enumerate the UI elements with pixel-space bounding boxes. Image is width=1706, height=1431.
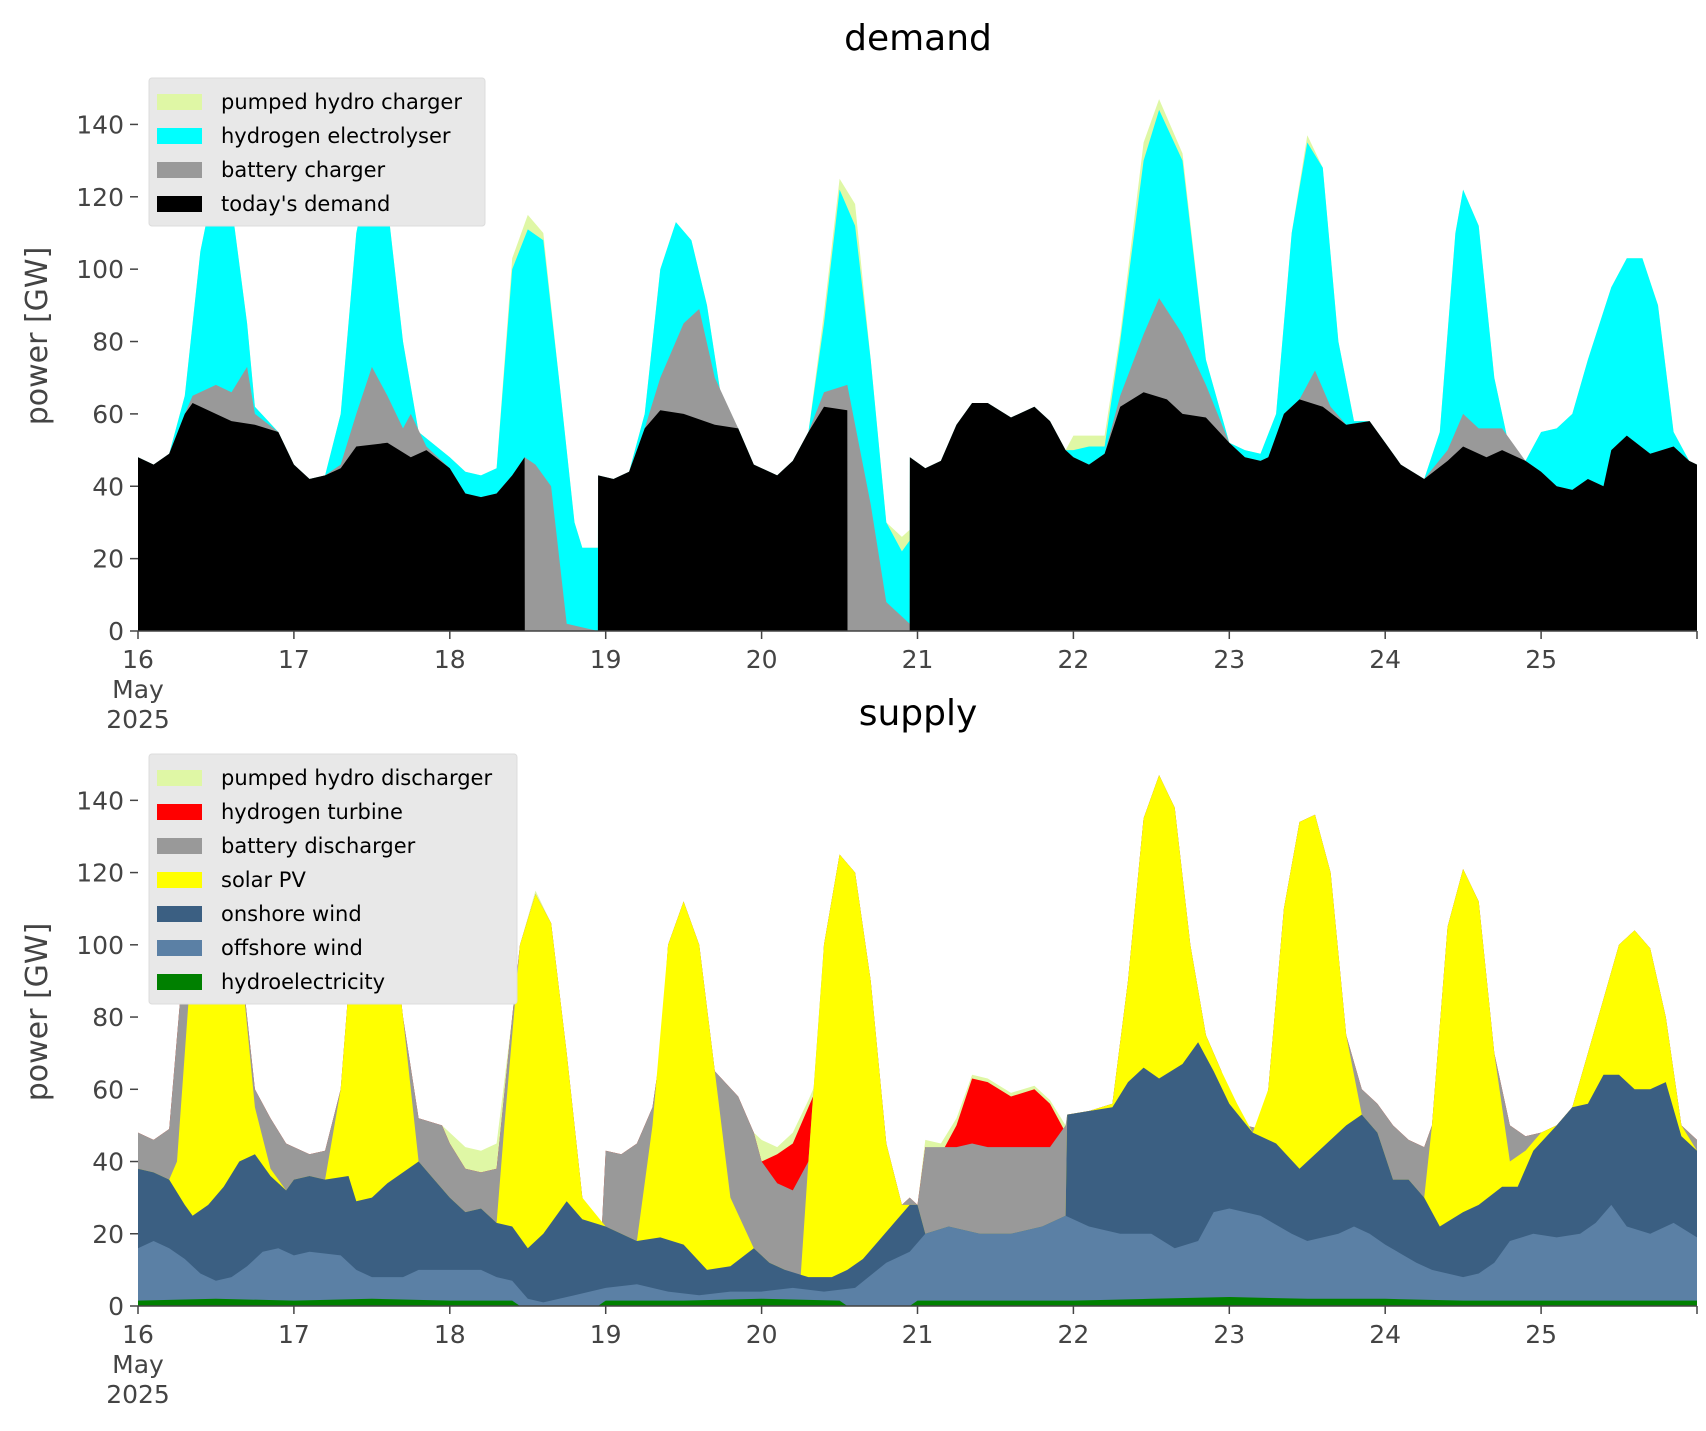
legend-swatch-pumped-hydro-charger [157,94,202,110]
legend-box [148,77,486,227]
y-tick-label: 140 [76,110,124,139]
legend-swatch-onshore-wind [157,906,202,922]
legend: pumped hydro discharger hydrogen turbine b… [148,753,518,1005]
x-tick-label: 23 [1213,645,1245,674]
y-tick-label: 100 [76,255,124,284]
x-tick-label: 20 [746,1320,778,1349]
legend-label: hydroelectricity [221,970,385,994]
y-tick-label: 100 [76,931,124,960]
x-tick-label: 24 [1369,645,1401,674]
chart-title: demand [844,18,992,59]
y-tick-label: 60 [92,400,124,429]
x-tick-label: 23 [1213,1320,1245,1349]
x-tick-label: 19 [590,645,622,674]
x-tick-label: 16 [122,645,154,674]
y-axis-label: power [GW] [20,923,55,1102]
y-tick-label: 80 [92,328,124,357]
x-tick-label: 17 [278,1320,310,1349]
x-secondary-label: May [112,1350,164,1379]
legend-swatch-today-s-demand [157,196,202,212]
x-secondary-label: 2025 [106,1380,170,1409]
area-hydroelectricity [138,1297,1697,1306]
legend-swatch-offshore-wind [157,940,202,956]
x-tick-label: 24 [1369,1320,1401,1349]
legend-box [148,753,518,1005]
demand-panel: demand power [GW] 0 20 40 60 80 100 120 140 16 17… [20,18,1698,734]
x-secondary-label: 2025 [106,705,170,734]
legend-swatch-hydrogen-turbine [157,804,202,820]
area-layer [138,775,1697,1306]
x-tick-label: 21 [902,1320,934,1349]
legend-swatch-battery-discharger [157,838,202,854]
legend-label: onshore wind [221,902,362,926]
legend-label: hydrogen turbine [221,800,403,824]
x-tick-label: 21 [902,645,934,674]
y-tick-label: 60 [92,1075,124,1104]
area-today-s-demand [138,392,1697,631]
x-tick-label: 17 [278,645,310,674]
legend: pumped hydro charger hydrogen electrolyse… [148,77,486,227]
x-tick-label: 16 [122,1320,154,1349]
x-tick-label: 25 [1525,1320,1557,1349]
x-tick-label: 18 [434,645,466,674]
y-axis-label: power [GW] [20,247,55,426]
area-layer [138,99,1697,632]
axis-layer: 0 20 40 60 80 100 120 140 16 17 18 19 20 21 22 23 24 25 Ma… [76,786,1698,1409]
legend-swatch-hydrogen-electrolyser [157,128,202,144]
chart-title: supply [859,693,978,734]
y-tick-label: 40 [92,472,124,501]
y-tick-label: 20 [92,1220,124,1249]
legend-label: pumped hydro discharger [221,766,492,790]
legend-label: today's demand [221,192,390,216]
legend-label: solar PV [221,868,306,892]
legend-label: battery discharger [221,834,416,858]
axis-layer: 0 20 40 60 80 100 120 140 16 17 18 19 20 21 22 23 24 25 Ma… [76,110,1698,734]
y-tick-label: 80 [92,1003,124,1032]
supply-panel: supply power [GW] 0 20 40 60 80 100 120 140 16 17… [20,693,1698,1409]
y-tick-label: 40 [92,1148,124,1177]
area-onshore-wind [138,1042,1697,1306]
area-offshore-wind [138,1204,1697,1306]
legend-label: hydrogen electrolyser [221,124,451,148]
legend-label: offshore wind [221,936,363,960]
y-tick-label: 20 [92,545,124,574]
y-tick-label: 120 [76,859,124,888]
x-tick-label: 22 [1057,1320,1089,1349]
y-tick-label: 0 [108,617,124,646]
x-tick-label: 25 [1525,645,1557,674]
legend-swatch-solar-pv [157,872,202,888]
legend-label: pumped hydro charger [221,90,462,114]
x-tick-label: 22 [1057,645,1089,674]
x-tick-label: 19 [590,1320,622,1349]
x-tick-label: 20 [746,645,778,674]
legend-swatch-pumped-hydro-discharger [157,770,202,786]
y-tick-label: 0 [108,1292,124,1321]
y-tick-label: 140 [76,786,124,815]
y-tick-label: 120 [76,183,124,212]
legend-label: battery charger [221,158,386,182]
x-secondary-label: May [112,675,164,704]
legend-swatch-battery-charger [157,162,202,178]
x-tick-label: 18 [434,1320,466,1349]
legend-swatch-hydroelectricity [157,974,202,990]
